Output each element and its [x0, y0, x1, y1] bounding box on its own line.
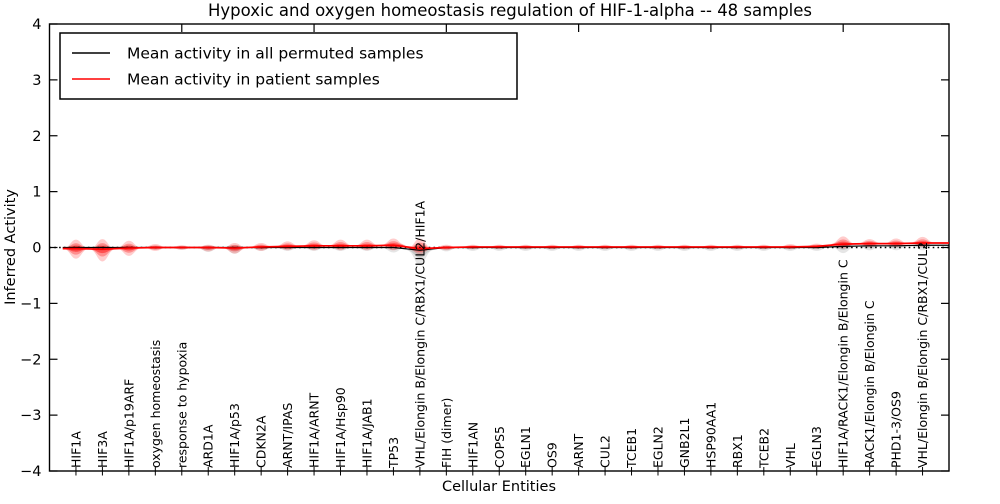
entity-label: PHD1-3/OS9 [889, 391, 904, 468]
entity-label: HIF1AN [465, 422, 480, 468]
y-tick-label: −3 [20, 408, 41, 424]
entity-label: HSP90AA1 [703, 402, 718, 468]
entity-label: TCEB1 [624, 428, 639, 469]
y-axis-label: Inferred Activity [3, 189, 19, 305]
entity-label: HIF1A/Hsp90 [333, 387, 348, 468]
violin-patient [406, 238, 434, 255]
y-tick-label: 2 [32, 129, 41, 145]
y-tick-label: −4 [20, 464, 41, 480]
entity-label: CDKN2A [254, 415, 269, 468]
y-tick-label: 1 [32, 185, 41, 201]
entity-label: HIF3A [95, 431, 110, 468]
entity-label: EGLN2 [650, 426, 665, 468]
patient-mean-polyline [62, 242, 949, 251]
entity-label: HIF1A [68, 431, 83, 468]
entity-label: HIF1A/p53 [227, 403, 242, 468]
entity-label: ARNT/IPAS [280, 403, 295, 468]
entity-label: TP53 [386, 437, 401, 469]
y-tick-label: −1 [20, 296, 41, 312]
entity-label: response to hypoxia [174, 342, 189, 468]
entity-label: CUL2 [598, 435, 613, 468]
chart-title: Hypoxic and oxygen homeostasis regulatio… [208, 1, 812, 20]
violin-patient [88, 239, 117, 262]
violin-patient [908, 236, 937, 247]
y-tick-label: 3 [32, 73, 41, 89]
entity-label: RACK1/Elongin B/Elongin C [862, 300, 877, 468]
entity-label: OS9 [545, 442, 560, 468]
legend-label-patient: Mean activity in patient samples [127, 71, 380, 89]
entity-label: ARD1A [201, 424, 216, 468]
entity-label: RBX1 [730, 434, 745, 468]
y-tick-label: 4 [32, 17, 41, 33]
entity-label: VHL/Elongin B/Elongin C/RBX1/CUL2/HIF1A [412, 200, 427, 468]
entity-label: FIH (dimer) [439, 398, 454, 468]
entity-label: EGLN1 [518, 426, 533, 468]
entity-label: ARNT [571, 433, 586, 468]
legend-label-permuted: Mean activity in all permuted samples [127, 45, 424, 63]
entity-label: HIF1A/ARNT [307, 392, 322, 468]
entity-label: HIF1A/RACK1/Elongin B/Elongin C [836, 259, 851, 468]
entity-label: COPS5 [492, 426, 507, 468]
entity-label: VHL/Elongin B/Elongin C/RBX1/CUL2 [915, 242, 930, 468]
entity-label: EGLN3 [809, 426, 824, 468]
entity-label: TCEB2 [756, 428, 771, 469]
y-tick-label: 0 [32, 241, 41, 257]
legend-box [59, 32, 518, 100]
entity-label: oxygen homeostasis [148, 340, 163, 468]
entity-label: HIF1A/JAB1 [359, 398, 374, 468]
y-tick-labels: 4 3 2 1 0 −1 −2 −3 −4 [20, 17, 41, 480]
violin-permuted [908, 242, 937, 251]
patient-mean-line [62, 242, 949, 251]
axis-ticks [49, 23, 949, 476]
entity-label: GNB2L1 [677, 418, 692, 468]
entity-label: VHL [783, 443, 798, 468]
x-axis-label: Cellular Entities [442, 479, 556, 495]
y-tick-label: −2 [20, 352, 41, 368]
entity-label: HIF1A/p19ARF [121, 379, 136, 468]
entity-labels: HIF1A HIF3A HIF1A/p19ARF oxygen homeostasis… [68, 200, 930, 469]
legend: Mean activity in all permuted samples Me… [59, 32, 518, 100]
